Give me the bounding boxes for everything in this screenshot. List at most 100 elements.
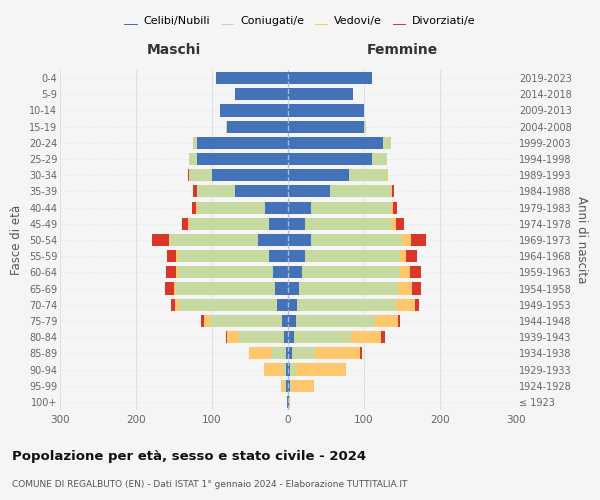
Bar bbox=[360, 348, 362, 360]
Bar bbox=[288, 331, 294, 343]
Bar bbox=[292, 348, 314, 360]
Bar bbox=[299, 282, 398, 294]
Text: Maschi: Maschi bbox=[147, 44, 201, 58]
Bar bbox=[272, 348, 286, 360]
Bar bbox=[330, 186, 391, 198]
Bar bbox=[288, 120, 364, 132]
Bar bbox=[392, 218, 396, 230]
Bar bbox=[305, 250, 400, 262]
Bar bbox=[302, 266, 400, 278]
Bar bbox=[412, 282, 421, 294]
Y-axis label: Fasce di età: Fasce di età bbox=[10, 205, 23, 275]
Bar bbox=[197, 186, 235, 198]
Bar bbox=[411, 234, 427, 246]
Bar bbox=[288, 364, 290, 376]
Bar bbox=[176, 250, 178, 262]
Bar bbox=[174, 282, 176, 294]
Bar bbox=[296, 315, 376, 327]
Bar bbox=[391, 186, 392, 198]
Bar bbox=[289, 396, 290, 408]
Text: COMUNE DI REGALBUTO (EN) - Dati ISTAT 1° gennaio 2024 - Elaborazione TUTTITALIA.: COMUNE DI REGALBUTO (EN) - Dati ISTAT 1°… bbox=[12, 480, 407, 489]
Bar bbox=[290, 364, 296, 376]
Bar bbox=[179, 298, 277, 311]
Bar bbox=[182, 218, 188, 230]
Bar bbox=[288, 348, 292, 360]
Bar bbox=[286, 348, 288, 360]
Bar bbox=[371, 153, 387, 165]
Bar bbox=[376, 315, 398, 327]
Bar bbox=[288, 88, 353, 101]
Bar bbox=[288, 169, 349, 181]
Bar bbox=[288, 396, 289, 408]
Text: Popolazione per età, sesso e stato civile - 2024: Popolazione per età, sesso e stato civil… bbox=[12, 450, 366, 463]
Bar bbox=[406, 250, 417, 262]
Bar bbox=[227, 120, 288, 132]
Bar bbox=[387, 169, 388, 181]
Bar bbox=[220, 104, 288, 117]
Bar bbox=[288, 315, 296, 327]
Y-axis label: Anni di nascita: Anni di nascita bbox=[575, 196, 589, 284]
Bar bbox=[202, 315, 203, 327]
Bar bbox=[410, 266, 421, 278]
Bar bbox=[178, 250, 269, 262]
Bar bbox=[349, 169, 387, 181]
Bar bbox=[226, 331, 227, 343]
Bar bbox=[193, 137, 197, 149]
Bar bbox=[263, 364, 283, 376]
Bar bbox=[281, 380, 285, 392]
Bar bbox=[210, 315, 282, 327]
Bar bbox=[297, 298, 396, 311]
Bar bbox=[398, 282, 412, 294]
Bar bbox=[203, 315, 210, 327]
Bar bbox=[364, 120, 365, 132]
Bar bbox=[273, 266, 288, 278]
Text: Femmine: Femmine bbox=[367, 44, 437, 58]
Bar bbox=[197, 153, 288, 165]
Bar bbox=[176, 282, 275, 294]
Bar bbox=[152, 234, 169, 246]
Bar bbox=[288, 218, 305, 230]
Bar bbox=[400, 250, 406, 262]
Bar bbox=[178, 266, 273, 278]
Bar bbox=[197, 137, 288, 149]
Bar bbox=[169, 234, 170, 246]
Bar bbox=[393, 202, 397, 213]
Bar bbox=[314, 348, 360, 360]
Bar bbox=[188, 169, 189, 181]
Bar bbox=[288, 104, 364, 117]
Bar bbox=[192, 202, 196, 213]
Legend: Celibi/Nubili, Coniugati/e, Vedovi/e, Divorziati/e: Celibi/Nubili, Coniugati/e, Vedovi/e, Di… bbox=[120, 10, 480, 30]
Bar bbox=[189, 153, 197, 165]
Bar bbox=[288, 72, 371, 84]
Bar bbox=[305, 218, 392, 230]
Bar bbox=[296, 364, 346, 376]
Bar bbox=[288, 250, 305, 262]
Bar bbox=[197, 202, 265, 213]
Bar bbox=[396, 218, 404, 230]
Bar bbox=[257, 234, 288, 246]
Bar bbox=[286, 380, 288, 392]
Bar bbox=[171, 298, 175, 311]
Bar bbox=[175, 298, 179, 311]
Bar bbox=[188, 218, 189, 230]
Bar bbox=[249, 348, 272, 360]
Bar bbox=[287, 396, 288, 408]
Bar bbox=[288, 266, 302, 278]
Bar bbox=[269, 250, 288, 262]
Bar bbox=[284, 331, 288, 343]
Bar bbox=[311, 234, 402, 246]
Bar bbox=[415, 298, 419, 311]
Bar bbox=[288, 137, 383, 149]
Bar bbox=[282, 315, 288, 327]
Bar bbox=[283, 364, 286, 376]
Bar bbox=[286, 364, 288, 376]
Bar bbox=[235, 88, 288, 101]
Bar bbox=[265, 202, 288, 213]
Bar bbox=[239, 331, 284, 343]
Bar bbox=[193, 186, 197, 198]
Bar bbox=[189, 169, 212, 181]
Bar bbox=[189, 218, 269, 230]
Bar bbox=[288, 298, 297, 311]
Bar bbox=[176, 266, 178, 278]
Bar bbox=[288, 153, 371, 165]
